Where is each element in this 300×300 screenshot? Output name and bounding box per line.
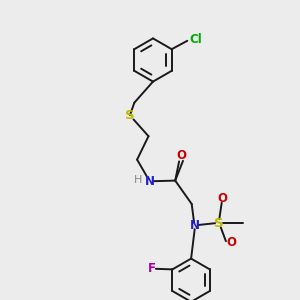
Text: S: S <box>214 217 224 230</box>
Text: Cl: Cl <box>190 33 202 46</box>
Text: H: H <box>134 175 142 185</box>
Text: S: S <box>125 109 135 122</box>
Text: N: N <box>145 175 155 188</box>
Text: N: N <box>190 219 200 232</box>
Text: O: O <box>226 236 236 249</box>
Text: F: F <box>148 262 156 275</box>
Text: O: O <box>217 192 227 205</box>
Text: O: O <box>176 149 186 162</box>
